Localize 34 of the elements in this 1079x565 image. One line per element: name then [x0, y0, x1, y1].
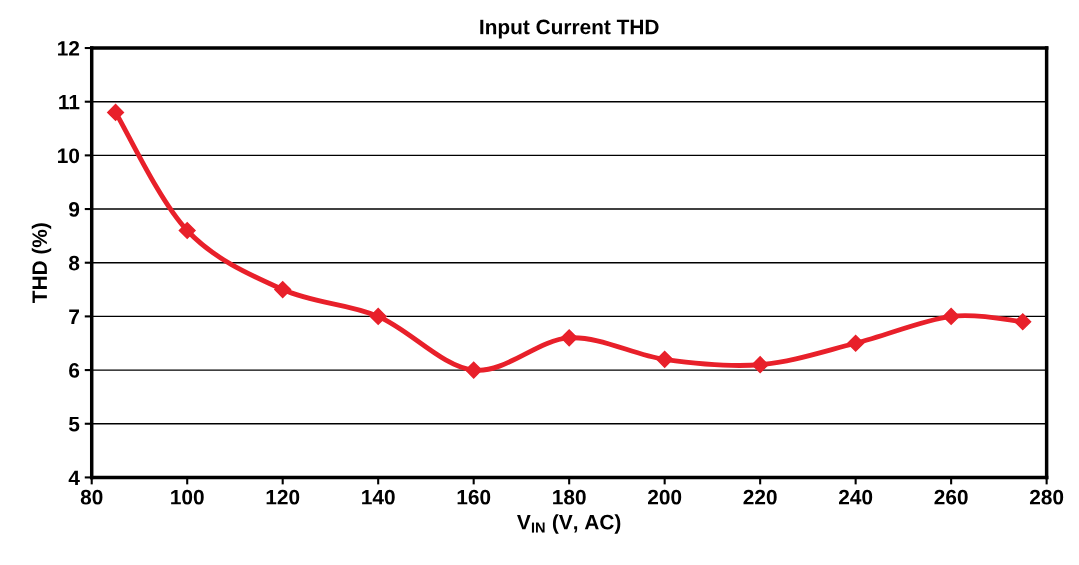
point	[274, 281, 292, 299]
point	[751, 356, 769, 374]
point	[847, 334, 865, 352]
x-tick-label: 220	[743, 489, 777, 505]
point	[1014, 313, 1032, 331]
x-tick-label: 160	[457, 489, 491, 505]
y-tick-label: 7	[69, 309, 79, 324]
x-tick-label: 140	[362, 489, 395, 505]
point	[560, 329, 578, 347]
point	[942, 307, 960, 325]
x-tick-label: 260	[934, 489, 968, 505]
y-tick-label: 12	[58, 41, 80, 56]
y-tick-label: 4	[68, 470, 80, 485]
point	[107, 103, 125, 121]
y-tick-label: 10	[58, 148, 80, 164]
x-tick-label: 100	[171, 489, 204, 505]
x-tick-label: 120	[266, 489, 300, 505]
point	[369, 307, 387, 325]
y-tick-label: 6	[69, 363, 80, 378]
point	[178, 221, 196, 240]
chart-title: Input Current THD	[480, 19, 659, 39]
y-tick-label: 5	[68, 416, 80, 432]
y-tick-label: 9	[69, 202, 80, 217]
x-tick-label: 180	[553, 489, 586, 505]
y-tick-label: 11	[59, 94, 80, 110]
x-tick-label: 200	[648, 489, 682, 505]
x-tick-label: 80	[80, 489, 103, 505]
x-tick-label: 280	[1029, 489, 1064, 505]
y-tick-label: 8	[68, 255, 80, 271]
x-axis-title: V$_{IN}$ (V, AC)	[517, 514, 621, 534]
x-tick-label: 240	[838, 489, 873, 505]
point	[465, 361, 483, 379]
point	[656, 350, 674, 368]
y-axis-title: THD (%)	[31, 223, 52, 303]
